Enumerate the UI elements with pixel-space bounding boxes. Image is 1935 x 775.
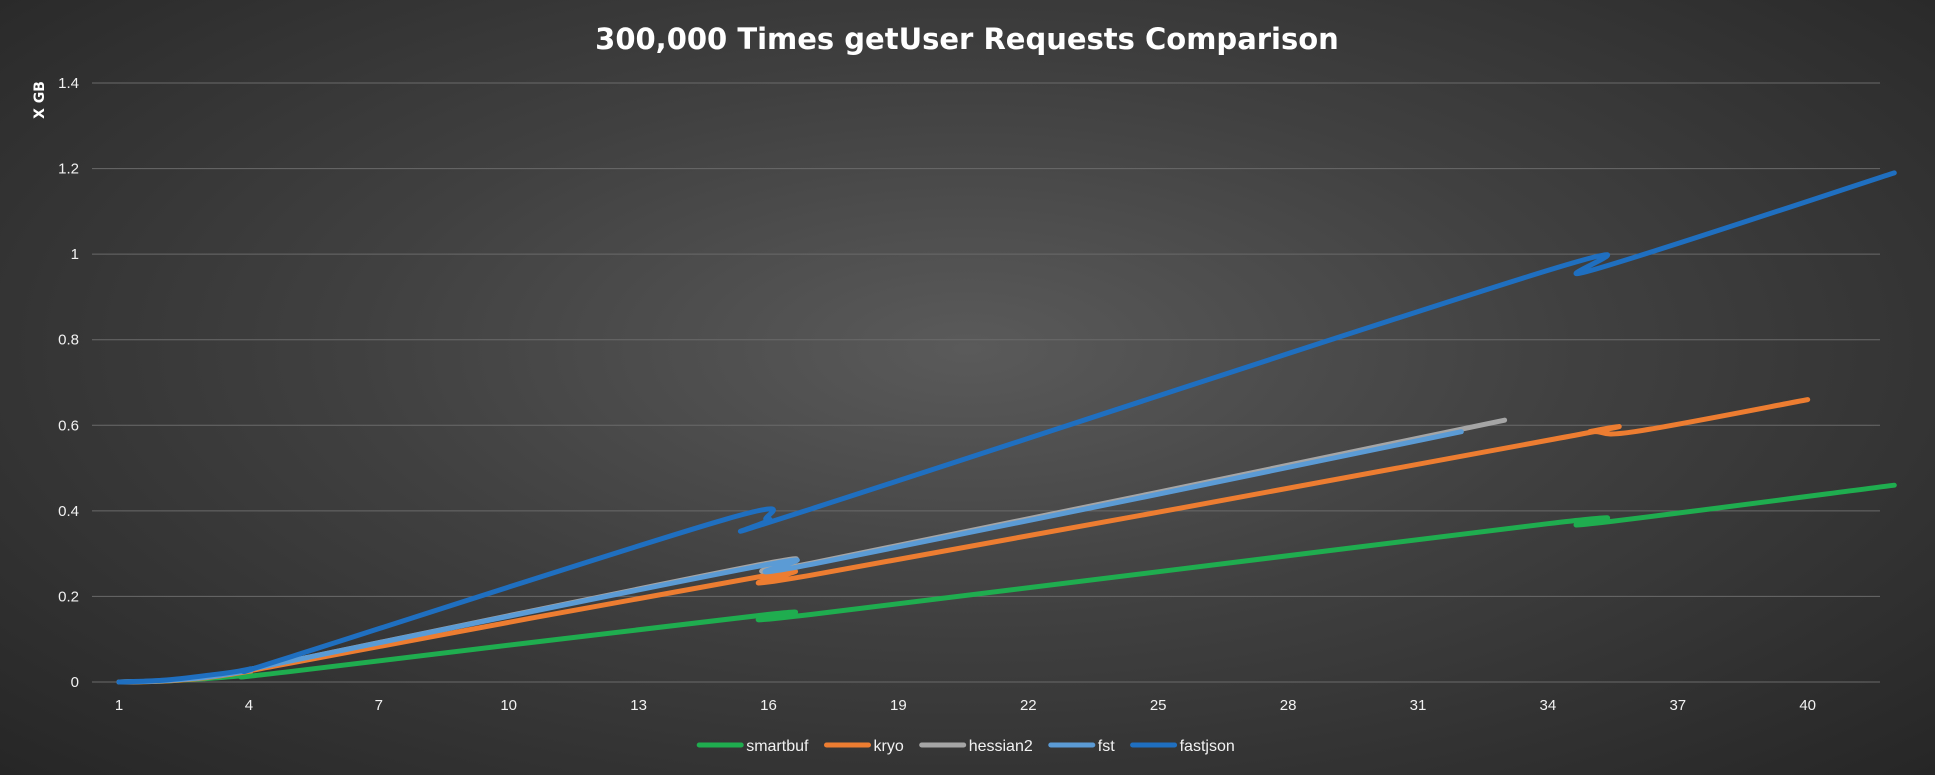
y-tick-label: 0.8 (58, 332, 79, 349)
legend-label: hessian2 (969, 738, 1033, 755)
y-tick-label: 0.6 (58, 417, 79, 434)
series-line-fastjson (116, 170, 1897, 685)
legend-item-hessian2: hessian2 (919, 738, 1033, 755)
legend-label: smartbuf (746, 738, 809, 755)
legend-item-kryo: kryo (824, 738, 904, 755)
legend: smartbuf kryo hessian2 fst fastjson (696, 738, 1235, 755)
x-tick-label: 37 (1669, 697, 1686, 714)
legend-item-smartbuf: smartbuf (696, 738, 809, 755)
y-tick-label: 1.2 (58, 161, 79, 178)
y-tick-label: 0.4 (58, 503, 79, 520)
legend-label: kryo (874, 738, 904, 755)
series-line-kryo (116, 397, 1811, 685)
x-axis-ticks: 1 4 7 10 13 16 19 22 25 28 31 34 37 40 (115, 697, 1816, 714)
y-axis-label: X GB (32, 81, 48, 119)
x-tick-label: 31 (1410, 697, 1427, 714)
y-tick-label: 1 (71, 246, 79, 263)
x-tick-label: 28 (1280, 697, 1297, 714)
legend-label: fst (1098, 738, 1115, 755)
y-axis-ticks: 0 0.2 0.4 0.6 0.8 1 1.2 1.4 (58, 75, 79, 691)
x-tick-label: 40 (1799, 697, 1816, 714)
x-tick-label: 13 (630, 697, 647, 714)
x-tick-label: 4 (245, 697, 253, 714)
x-tick-label: 16 (760, 697, 777, 714)
x-tick-label: 19 (890, 697, 907, 714)
x-tick-label: 22 (1020, 697, 1037, 714)
legend-item-fastjson: fastjson (1130, 738, 1235, 755)
x-tick-label: 34 (1540, 697, 1557, 714)
series-line-smartbuf (116, 482, 1897, 685)
x-tick-label: 10 (500, 697, 517, 714)
gridlines (92, 82, 1880, 683)
chart-title: 300,000 Times getUser Requests Compariso… (595, 22, 1339, 56)
x-tick-label: 1 (115, 697, 123, 714)
legend-label: fastjson (1180, 738, 1235, 755)
y-tick-label: 0 (71, 674, 79, 691)
x-tick-label: 25 (1150, 697, 1167, 714)
series-lines (116, 170, 1897, 685)
legend-item-fst: fst (1048, 738, 1115, 755)
y-tick-label: 0.2 (58, 588, 79, 605)
x-tick-label: 7 (375, 697, 383, 714)
y-tick-label: 1.4 (58, 75, 79, 92)
